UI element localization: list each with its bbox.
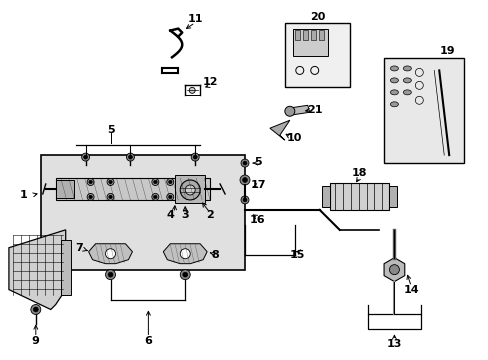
Circle shape [166, 179, 173, 185]
Circle shape [108, 272, 113, 277]
Bar [294, 30, 299, 40]
Text: 20: 20 [309, 12, 325, 22]
Ellipse shape [403, 90, 410, 95]
Ellipse shape [389, 90, 398, 95]
Polygon shape [9, 230, 65, 310]
Text: 4: 4 [166, 210, 174, 220]
Circle shape [108, 180, 112, 184]
Text: 3: 3 [181, 210, 189, 220]
Polygon shape [287, 105, 309, 115]
Circle shape [126, 153, 134, 161]
Text: 11: 11 [187, 14, 203, 24]
Circle shape [81, 153, 89, 161]
Bar [292, 28, 327, 57]
Circle shape [168, 195, 172, 199]
Polygon shape [383, 258, 404, 282]
Circle shape [105, 270, 115, 280]
Bar [367, 315, 421, 329]
Text: 13: 13 [386, 339, 401, 349]
Polygon shape [269, 120, 289, 140]
Circle shape [193, 155, 197, 159]
Circle shape [108, 195, 112, 199]
Bar [388, 186, 397, 207]
Circle shape [107, 193, 114, 201]
Circle shape [89, 195, 92, 199]
Bar [302, 30, 307, 40]
Text: 14: 14 [403, 284, 418, 294]
Circle shape [243, 198, 246, 202]
Ellipse shape [389, 78, 398, 83]
Circle shape [183, 272, 187, 277]
Circle shape [242, 177, 247, 183]
Text: 17: 17 [250, 180, 265, 190]
Bar [329, 183, 388, 210]
Bar [61, 240, 71, 294]
Circle shape [153, 180, 157, 184]
Text: 12: 12 [202, 77, 218, 87]
Text: 16: 16 [250, 215, 265, 225]
Circle shape [180, 180, 200, 200]
Text: 5: 5 [254, 157, 261, 167]
Bar [56, 180, 74, 198]
Ellipse shape [403, 78, 410, 83]
Circle shape [243, 161, 246, 165]
Text: 9: 9 [32, 336, 40, 346]
Text: 7: 7 [75, 243, 82, 253]
Text: 10: 10 [286, 133, 302, 143]
Text: 2: 2 [206, 210, 214, 220]
Circle shape [191, 153, 199, 161]
Text: 15: 15 [289, 250, 305, 260]
Circle shape [89, 180, 92, 184]
Circle shape [31, 305, 41, 315]
Text: 6: 6 [144, 336, 152, 346]
Polygon shape [163, 244, 207, 264]
Circle shape [128, 155, 132, 159]
Circle shape [180, 249, 190, 259]
Text: 1: 1 [20, 190, 28, 200]
Circle shape [240, 175, 249, 185]
Text: 5: 5 [106, 125, 114, 135]
Bar [285, 23, 349, 87]
Circle shape [152, 179, 159, 185]
Circle shape [152, 193, 159, 201]
Circle shape [241, 159, 248, 167]
Bar [318, 30, 323, 40]
Bar [175, 175, 205, 203]
Circle shape [153, 195, 157, 199]
Circle shape [168, 180, 172, 184]
Text: 8: 8 [211, 250, 219, 260]
Circle shape [185, 185, 195, 195]
Ellipse shape [389, 102, 398, 107]
Text: 18: 18 [351, 168, 366, 178]
Ellipse shape [403, 66, 410, 71]
Circle shape [83, 155, 87, 159]
Circle shape [180, 270, 190, 280]
Circle shape [189, 87, 195, 93]
Bar [384, 58, 463, 163]
Bar [321, 186, 329, 207]
Polygon shape [88, 244, 132, 264]
Circle shape [241, 196, 248, 204]
Ellipse shape [389, 66, 398, 71]
Circle shape [87, 193, 94, 201]
Circle shape [33, 307, 38, 312]
Circle shape [388, 265, 399, 275]
Bar [41, 155, 244, 270]
Bar [56, 178, 210, 200]
Text: 21: 21 [306, 105, 322, 115]
Circle shape [87, 179, 94, 185]
Circle shape [105, 249, 115, 259]
Circle shape [285, 106, 294, 116]
Text: 19: 19 [439, 45, 454, 55]
Circle shape [166, 193, 173, 201]
Circle shape [107, 179, 114, 185]
Bar [310, 30, 315, 40]
